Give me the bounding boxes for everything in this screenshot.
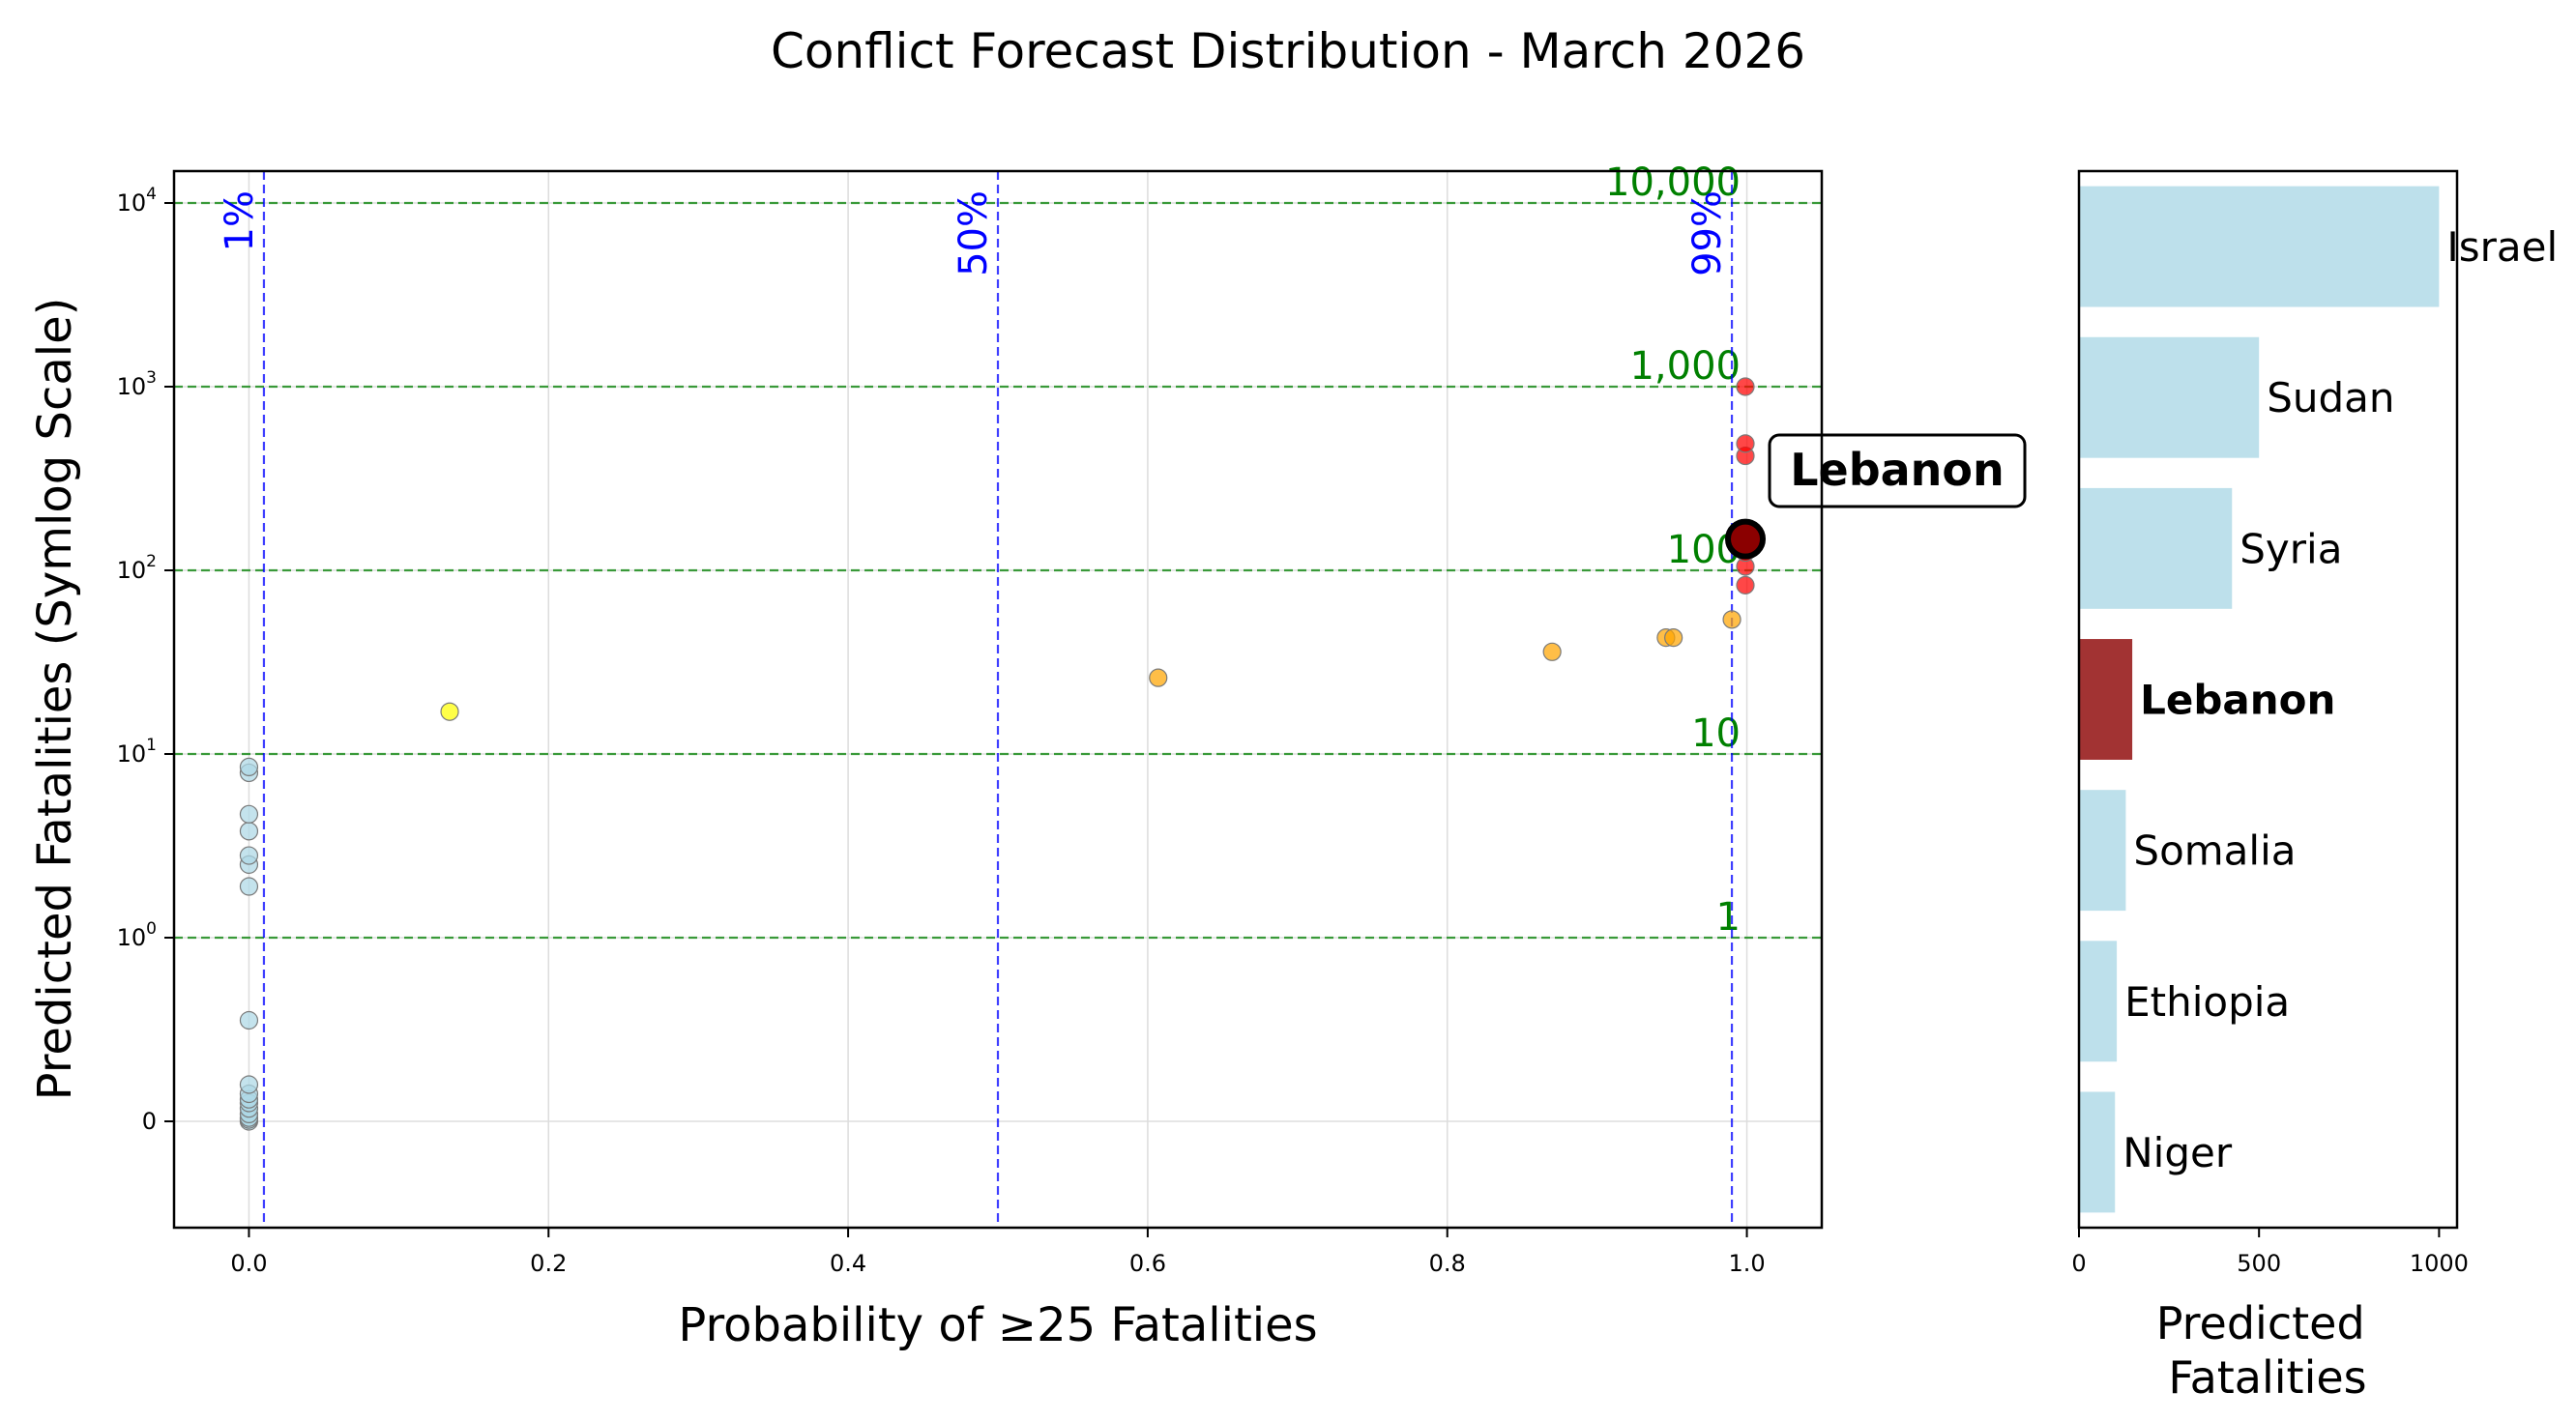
highlight-label-box xyxy=(1768,433,2027,508)
scatter-point xyxy=(239,877,259,896)
y-tick-label: 0 xyxy=(142,1108,157,1135)
scatter-x-ticks: 0.0 0.2 0.4 0.6 0.8 1.0 xyxy=(230,1228,1766,1277)
scatter-y-axis-label: Predicted Fatalities (Symlog Scale) xyxy=(28,298,82,1101)
vertical-threshold-lines: 1% 50% 99% xyxy=(218,171,1734,1228)
bar-label: Syria xyxy=(2239,525,2342,572)
scatter-points xyxy=(239,377,1755,1131)
y-tick-label: 101 xyxy=(117,736,157,768)
scatter-point xyxy=(1736,575,1755,594)
threshold-label-vertical: 99% xyxy=(1685,190,1730,276)
scatter-point xyxy=(239,757,259,777)
figure-title: Conflict Forecast Distribution - March 2… xyxy=(771,23,1805,79)
scatter-point xyxy=(1736,377,1755,396)
scatter-point xyxy=(239,846,259,865)
bar xyxy=(2079,1091,2116,1213)
y-tick-label: 104 xyxy=(117,185,157,217)
scatter-point xyxy=(239,1075,259,1094)
bar-labels: Israel Sudan Syria Lebanon Somalia Ethiopia Ni… xyxy=(2122,223,2558,1176)
bar xyxy=(2079,941,2118,1062)
threshold-label-horizontal: 10,000 xyxy=(1605,160,1741,205)
scatter-point xyxy=(1664,628,1683,648)
threshold-label-horizontal: 1,000 xyxy=(1629,344,1741,389)
x-tick-label: 0.0 xyxy=(230,1250,267,1277)
x-tick-label: 0.4 xyxy=(830,1250,866,1277)
bar-rects xyxy=(2079,186,2440,1213)
scatter-point xyxy=(239,804,259,824)
scatter-point xyxy=(239,1010,259,1030)
scatter-point xyxy=(1722,610,1742,629)
scatter-x-axis-label: Probability of ≥25 Fatalities xyxy=(678,1298,1317,1352)
scatter-point xyxy=(1542,642,1562,661)
bar-x-axis-label: Predicted Fatalities xyxy=(2156,1297,2380,1404)
bar-label: Somalia xyxy=(2133,827,2296,875)
bar-plot: Israel Sudan Syria Lebanon Somalia Ethiopia Ni… xyxy=(2071,169,2558,1404)
x-tick-label: 1.0 xyxy=(1728,1250,1765,1277)
threshold-label-horizontal: 10 xyxy=(1691,711,1741,756)
bar xyxy=(2079,186,2440,307)
bar xyxy=(2079,790,2126,912)
bar-x-tick-label: 1000 xyxy=(2410,1250,2469,1277)
x-tick-label: 0.8 xyxy=(1429,1250,1466,1277)
highlight-point xyxy=(1724,518,1766,560)
threshold-label-vertical: 1% xyxy=(218,190,262,251)
bar-frame xyxy=(2077,169,2459,1230)
bar-label: Israel xyxy=(2446,223,2558,271)
scatter-point xyxy=(440,702,459,721)
bar-x-tick-label: 0 xyxy=(2071,1250,2086,1277)
scatter-y-ticks: 0 100 101 102 103 104 xyxy=(117,185,174,1135)
bar-label: Niger xyxy=(2122,1129,2233,1176)
x-tick-label: 0.6 xyxy=(1129,1250,1166,1277)
scatter-point xyxy=(239,822,259,841)
y-tick-label: 102 xyxy=(117,552,157,584)
scatter-point xyxy=(1149,668,1168,687)
threshold-label-vertical: 50% xyxy=(951,190,996,276)
scatter-frame xyxy=(172,169,1824,1230)
y-tick-label: 103 xyxy=(117,368,157,400)
bar xyxy=(2079,487,2233,609)
bar-label: Ethiopia xyxy=(2124,978,2290,1026)
y-tick-label: 100 xyxy=(117,919,157,951)
highlight-label: Lebanon xyxy=(1790,444,2005,496)
bar-label: Lebanon xyxy=(2140,677,2335,724)
bar-label: Sudan xyxy=(2267,374,2394,421)
bar xyxy=(2079,639,2133,760)
bar xyxy=(2079,336,2260,458)
threshold-label-horizontal: 1 xyxy=(1716,895,1741,940)
bar-x-ticks: 0 500 1000 xyxy=(2071,1228,2469,1277)
scatter-point xyxy=(1736,434,1755,453)
highlight-group: Lebanon xyxy=(1724,433,2027,560)
bar-x-tick-label: 500 xyxy=(2237,1250,2281,1277)
x-tick-label: 0.2 xyxy=(530,1250,567,1277)
